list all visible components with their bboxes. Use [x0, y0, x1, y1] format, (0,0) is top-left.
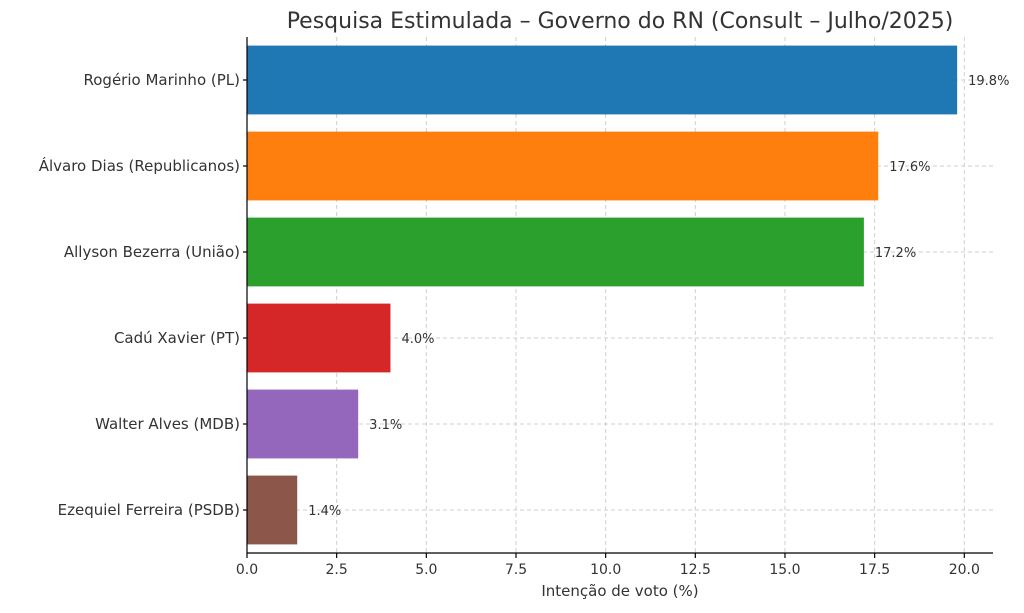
bar — [247, 131, 879, 201]
x-tick-label: 15.0 — [769, 562, 800, 578]
bar-value-label: 4.0% — [401, 332, 434, 347]
x-tick-label: 12.5 — [680, 562, 711, 578]
bar-value-label: 17.6% — [889, 160, 930, 175]
bar-value-label: 19.8% — [968, 74, 1009, 89]
labels-layer: 19.8% Rogério Marinho (PL) 17.6% Álvaro Dia… — [39, 71, 1010, 578]
x-tick-label: 10.0 — [590, 562, 621, 578]
x-tick-label: 20.0 — [949, 562, 980, 578]
category-label: Cadú Xavier (PT) — [114, 329, 240, 347]
x-tick-label: 7.5 — [505, 562, 527, 578]
bar-value-label: 3.1% — [369, 418, 402, 433]
x-tick-label: 0.0 — [236, 562, 258, 578]
bars-layer — [247, 45, 958, 545]
bar — [247, 45, 958, 115]
axes-layer — [243, 37, 993, 558]
category-label: Ezequiel Ferreira (PSDB) — [58, 501, 240, 519]
category-label: Allyson Bezerra (União) — [64, 243, 240, 261]
bar — [247, 389, 359, 459]
x-tick-label: 2.5 — [326, 562, 348, 578]
bar — [247, 475, 298, 545]
bar — [247, 217, 864, 287]
x-tick-label: 5.0 — [415, 562, 437, 578]
category-label: Walter Alves (MDB) — [95, 415, 240, 433]
chart-title: Pesquisa Estimulada – Governo do RN (Con… — [287, 9, 954, 34]
bar — [247, 303, 391, 373]
x-axis-label: Intenção de voto (%) — [541, 582, 698, 600]
bar-value-label: 17.2% — [875, 246, 916, 261]
category-label: Álvaro Dias (Republicanos) — [39, 156, 240, 175]
bar-value-label: 1.4% — [308, 504, 341, 519]
x-tick-label: 17.5 — [859, 562, 890, 578]
category-label: Rogério Marinho (PL) — [84, 71, 241, 89]
